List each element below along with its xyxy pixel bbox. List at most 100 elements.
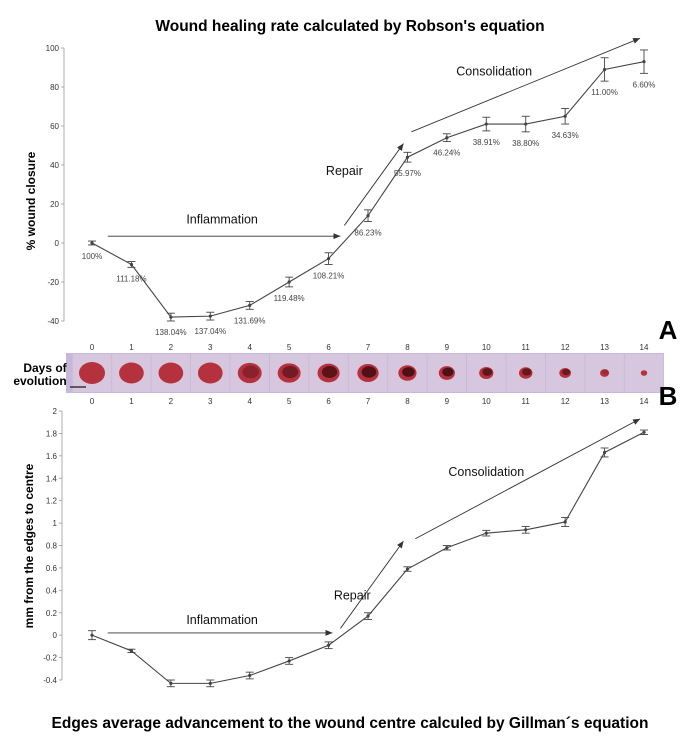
data-marker	[484, 122, 488, 126]
x-tick-label: 12	[561, 397, 570, 406]
plot-area-b: Inflammation Repair Consolidation	[88, 418, 648, 688]
wound-photo	[230, 354, 269, 392]
data-marker	[326, 257, 331, 261]
data-marker	[405, 567, 410, 571]
data-label: 131.69%	[234, 316, 266, 325]
y-tick-label: 0.2	[46, 609, 58, 618]
wound-photo	[348, 354, 388, 392]
data-label: 34.63%	[552, 131, 579, 140]
y-tick-label: 80	[50, 83, 59, 92]
wound-spot	[600, 369, 610, 377]
y-tick-label: 20	[50, 200, 59, 209]
x-tick-label: 14	[640, 343, 649, 352]
data-label: 138.04%	[155, 328, 187, 337]
days-label-line-1: Days of	[23, 361, 67, 375]
data-point	[88, 630, 96, 641]
data-marker	[484, 531, 488, 535]
y-tick-label: 40	[50, 161, 59, 170]
data-marker	[169, 681, 173, 685]
wound-scab	[282, 365, 299, 379]
data-marker	[602, 67, 607, 72]
data-marker	[129, 262, 134, 267]
data-point	[442, 133, 451, 143]
wound-scab	[361, 366, 377, 378]
x-tick-label: 10	[482, 343, 491, 352]
data-point	[482, 116, 491, 132]
data-marker	[129, 649, 134, 653]
x-tick-label: 10	[482, 397, 491, 406]
data-point	[364, 209, 372, 223]
x-tick-label: 4	[247, 343, 252, 352]
data-marker	[90, 633, 94, 637]
phase-arrow	[340, 540, 404, 629]
panel-label-b: B	[659, 381, 678, 411]
data-marker	[366, 614, 370, 618]
phase-annotation: Inflammation	[186, 213, 258, 227]
data-marker	[642, 430, 646, 434]
y-tick-label: 0.4	[46, 586, 58, 595]
y-tick-label: 2	[53, 407, 58, 416]
wound-photo	[545, 354, 585, 392]
x-tick-label: 12	[561, 343, 570, 352]
phase-annotation: Inflammation	[186, 613, 258, 627]
days-label-line-2: evolution	[13, 374, 66, 388]
x-tick-label: 1	[129, 397, 134, 406]
x-tick-label: 2	[169, 343, 174, 352]
wound-photo	[269, 354, 309, 392]
data-marker	[642, 60, 646, 64]
x-axis-a: 0 1 2 3 4 5 6 7 8 9 10 11 12 13 14	[90, 343, 649, 352]
data-marker	[169, 315, 173, 319]
data-label: 6.60%	[633, 80, 656, 89]
wound-photo	[467, 354, 506, 392]
y-axis-b: -0.4 -0.2 0 0.2 0.4 0.6 0.8 1 1.2 1.4 1.6 1.8 2	[43, 407, 63, 685]
data-point	[285, 657, 294, 665]
y-tick-label: -40	[47, 317, 59, 326]
x-tick-label: 7	[366, 343, 371, 352]
wound-spot	[640, 370, 648, 376]
data-label: 86.23%	[354, 229, 381, 238]
data-point	[640, 49, 648, 74]
x-tick-label: 4	[247, 397, 252, 406]
x-tick-label: 8	[405, 343, 410, 352]
y-tick-label: -20	[47, 278, 59, 287]
data-label: 38.80%	[512, 139, 539, 148]
data-label: 137.04%	[194, 327, 226, 336]
wound-scab	[482, 368, 493, 376]
data-point	[561, 107, 570, 125]
photo-strip	[66, 353, 664, 393]
chart-title-b: Edges average advancement to the wound c…	[52, 715, 649, 732]
y-axis-label-a: % wound closure	[24, 151, 38, 250]
x-tick-label: 0	[90, 343, 95, 352]
data-marker	[287, 280, 291, 284]
wound-photo	[72, 354, 112, 392]
x-tick-label: 9	[445, 397, 450, 406]
data-marker	[405, 155, 410, 159]
x-tick-label: 0	[90, 397, 95, 406]
y-tick-label: 1	[53, 519, 58, 528]
data-point	[364, 612, 372, 620]
data-marker	[248, 303, 252, 307]
chart-title-a: Wound healing rate calculated by Robson'…	[155, 18, 544, 35]
wound-photo	[191, 354, 230, 392]
wound-spot	[119, 362, 144, 384]
wound-spot	[237, 362, 262, 384]
wound-photo	[309, 354, 348, 392]
wound-scab	[242, 365, 259, 379]
phase-arrow	[411, 37, 641, 133]
data-marker	[248, 673, 252, 678]
y-tick-label: 100	[46, 44, 60, 53]
x-tick-label: 6	[326, 397, 331, 406]
data-marker	[445, 546, 449, 550]
phase-annotation: Repair	[326, 164, 363, 178]
phase-annotation: Consolidation	[456, 64, 532, 78]
wound-scab	[602, 369, 609, 375]
y-tick-label: 1.2	[46, 497, 58, 506]
wound-spot	[158, 362, 184, 384]
x-axis-b: 0 1 2 3 4 5 6 7 8 9 10 11 12 13 14	[90, 397, 649, 406]
y-tick-label: 0	[55, 239, 60, 248]
data-point	[324, 252, 333, 265]
data-label: 111.18%	[116, 274, 146, 283]
wound-photo	[624, 354, 664, 392]
data-marker	[524, 122, 528, 126]
